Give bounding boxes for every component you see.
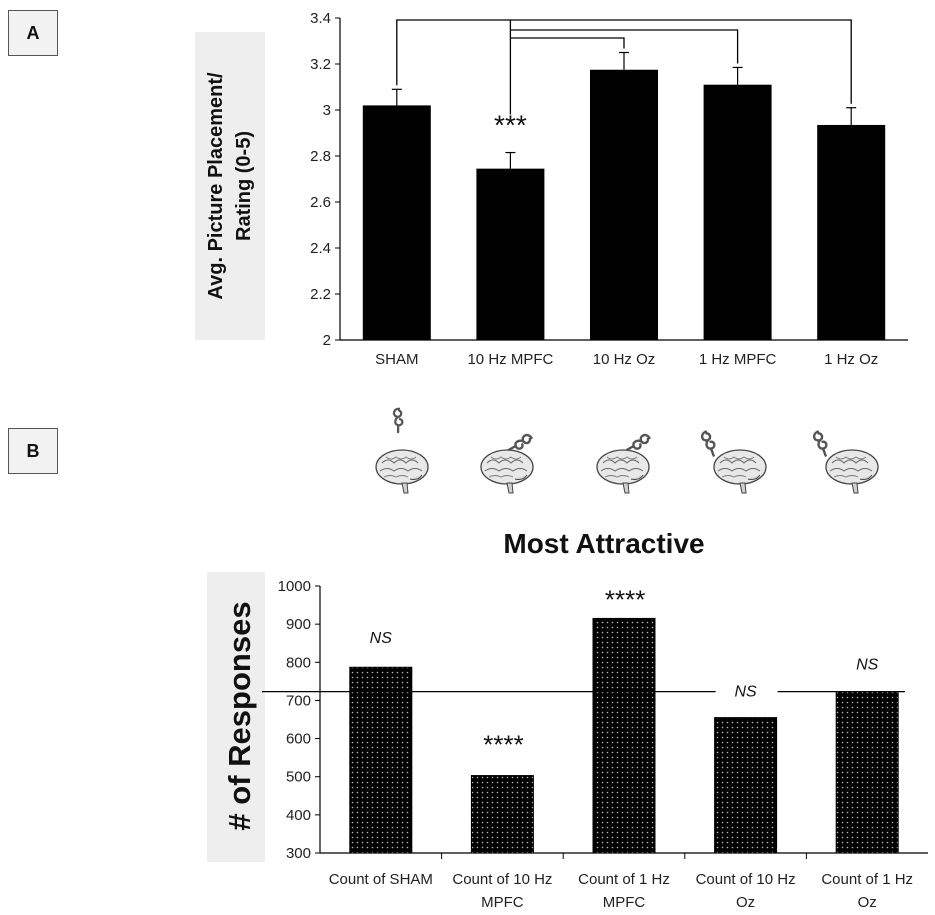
chart-b-title: Most Attractive	[503, 528, 704, 559]
chart-b-bar	[470, 775, 534, 854]
chart-b-ytick-label: 300	[286, 845, 311, 862]
chart-b-ytick-label: 600	[286, 731, 311, 748]
brain-10hz-mpfc-icon	[480, 432, 535, 494]
chart-b-xtick-label: Count of SHAM	[329, 871, 433, 888]
chart-a-significance-stars: ***	[494, 110, 527, 141]
chart-a-ytick-label: 3	[323, 102, 331, 119]
stimulation-site-icons	[375, 407, 879, 494]
chart-b-bar	[835, 691, 899, 854]
chart-a-xtick-label: 1 Hz MPFC	[699, 351, 777, 368]
chart-a-ytick-label: 2.2	[310, 286, 331, 303]
chart-a-bar	[362, 105, 431, 341]
chart-a-bar	[476, 168, 545, 340]
chart-a-bar	[590, 69, 658, 340]
chart-b-xtick-label: Count of 10 Hz	[696, 871, 796, 888]
chart-a-xtick-label: 1 Hz Oz	[824, 351, 878, 368]
chart-b-xtick-label: Count of 1 Hz	[821, 871, 913, 888]
bracket-outer	[396, 19, 852, 104]
brain-sham-icon	[375, 407, 429, 494]
chart-b-xtick-label: Count of 10 Hz	[452, 871, 552, 888]
panel-b-label: B	[8, 428, 58, 474]
chart-a-ytick-label: 2	[323, 332, 331, 349]
brain-1hz-mpfc-icon	[699, 429, 767, 494]
chart-b-ytick-label: 1000	[278, 578, 311, 595]
chart-b-ylabel-box	[207, 572, 265, 862]
chart-b-annotation: ****	[482, 730, 523, 760]
chart-b-xtick-label-line2: MPFC	[603, 894, 646, 911]
chart-b-xtick-label: Count of 1 Hz	[578, 871, 670, 888]
chart-a: Avg. Picture Placement/ Rating (0-5) 2 2.…	[195, 10, 908, 368]
chart-a-ytick-label: 3.2	[310, 56, 331, 73]
chart-a-xtick-label: 10 Hz Oz	[593, 351, 656, 368]
chart-b-ylabel: # of Responses	[222, 601, 257, 830]
chart-b-annotation: NS	[734, 684, 757, 701]
bracket-1hz-mpfc	[510, 29, 739, 64]
panel-a-label: A	[8, 10, 58, 56]
chart-a-ytick-label: 2.4	[310, 240, 331, 257]
chart-b-xtick-label-line2: Oz	[858, 894, 877, 911]
chart-b-annotation: NS	[856, 657, 879, 674]
chart-b-annotation: ****	[604, 584, 645, 614]
chart-a-bar	[703, 84, 772, 340]
chart-b-bar	[349, 666, 413, 854]
chart-b-bar	[714, 717, 778, 854]
brain-10hz-oz-icon	[596, 432, 653, 494]
chart-b-xtick-label-line2: MPFC	[481, 894, 524, 911]
chart-a-significance-brackets	[396, 19, 852, 115]
chart-b-xtick-label-line2: Oz	[736, 894, 755, 911]
chart-b-ytick-label: 500	[286, 769, 311, 786]
chart-b: Most Attractive # of Responses 300 400 500…	[207, 528, 928, 911]
chart-b-ytick-label: 700	[286, 692, 311, 709]
chart-b-ytick-label: 400	[286, 807, 311, 824]
brain-1hz-oz-icon	[811, 429, 879, 494]
chart-a-ylabel-line1: Avg. Picture Placement/	[205, 72, 227, 300]
chart-a-xtick-label: SHAM	[375, 351, 418, 368]
bracket-10hz-oz	[510, 37, 625, 49]
chart-a-ytick-label: 2.8	[310, 148, 331, 165]
chart-a-xtick-label: 10 Hz MPFC	[467, 351, 553, 368]
chart-b-annotation: NS	[370, 630, 393, 647]
chart-a-ytick-label: 3.4	[310, 10, 331, 27]
chart-b-ytick-label: 800	[286, 654, 311, 671]
chart-a-bar	[817, 124, 886, 340]
chart-a-ylabel-line2: Rating (0-5)	[233, 131, 255, 241]
chart-b-ytick-label: 900	[286, 616, 311, 633]
chart-b-bar	[592, 617, 656, 854]
chart-a-ylabel-box	[195, 32, 265, 340]
chart-a-ytick-label: 2.6	[310, 194, 331, 211]
